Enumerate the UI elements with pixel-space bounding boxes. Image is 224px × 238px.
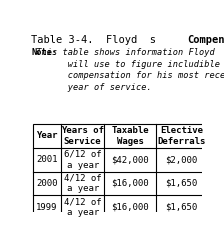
Text: 2001: 2001 xyxy=(36,155,58,164)
Text: $42,000: $42,000 xyxy=(112,155,149,164)
Text: 6/12 of
a year: 6/12 of a year xyxy=(64,149,101,170)
Text: Compensation: Compensation xyxy=(188,35,224,45)
Text: 4/12 of
a year: 4/12 of a year xyxy=(64,197,101,217)
Text: $1,650: $1,650 xyxy=(166,179,198,188)
Text: Years of
Service: Years of Service xyxy=(61,126,104,146)
Text: 4/12 of
a year: 4/12 of a year xyxy=(64,173,101,193)
Text: Note:: Note: xyxy=(31,48,58,57)
Text: $2,000: $2,000 xyxy=(166,155,198,164)
Text: 2000: 2000 xyxy=(36,179,58,188)
Text: Year: Year xyxy=(36,131,58,140)
Text: This table shows information Floyd
       will use to figure includible
       c: This table shows information Floyd will … xyxy=(31,48,224,92)
Bar xyxy=(33,124,207,219)
Text: 1999: 1999 xyxy=(36,203,58,212)
Text: $1,650: $1,650 xyxy=(166,203,198,212)
Text: Taxable
Wages: Taxable Wages xyxy=(112,126,149,146)
Text: $16,000: $16,000 xyxy=(112,203,149,212)
Text: $16,000: $16,000 xyxy=(112,179,149,188)
Text: Elective
Deferrals: Elective Deferrals xyxy=(157,126,206,146)
Text: Table 3-4.  Floyd  s: Table 3-4. Floyd s xyxy=(31,35,157,45)
